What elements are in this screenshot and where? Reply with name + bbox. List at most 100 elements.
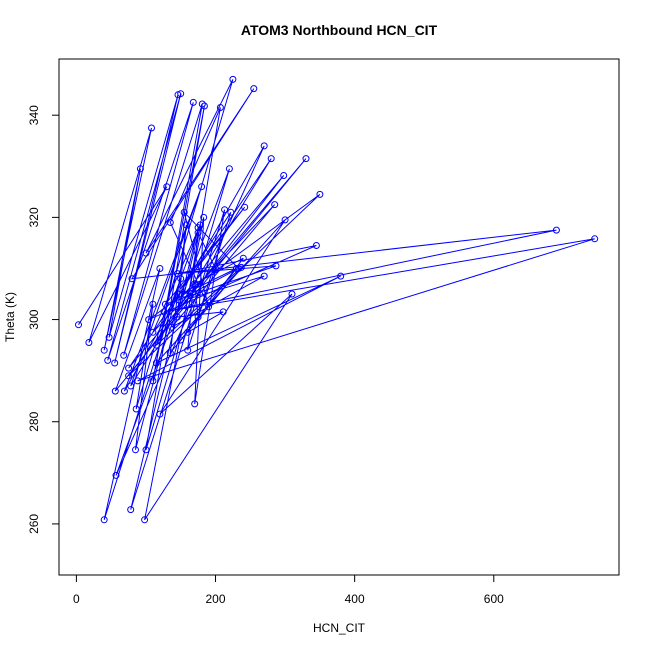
data-point xyxy=(280,172,288,179)
data-point xyxy=(168,323,176,331)
data-point xyxy=(127,382,135,390)
data-point xyxy=(196,221,204,229)
y-tick-label: 320 xyxy=(27,207,41,227)
data-point xyxy=(104,356,112,364)
data-point xyxy=(173,313,181,321)
y-tick-label: 260 xyxy=(27,514,41,534)
data-point xyxy=(134,377,142,385)
data-point xyxy=(239,254,247,262)
data-point xyxy=(136,165,144,173)
data-point xyxy=(75,321,82,329)
data-point xyxy=(160,308,168,316)
data-point xyxy=(161,300,169,308)
data-point xyxy=(125,364,133,372)
data-point xyxy=(260,142,268,150)
data-point xyxy=(177,90,185,98)
data-point xyxy=(145,316,153,324)
data-point xyxy=(191,280,199,288)
x-axis: 0 200 400 600 xyxy=(73,574,504,606)
data-point xyxy=(177,285,185,293)
data-point xyxy=(272,262,280,270)
data-point xyxy=(250,85,258,93)
data-point xyxy=(229,75,237,83)
data-point xyxy=(127,506,135,514)
data-point xyxy=(177,275,185,283)
data-point xyxy=(85,339,93,346)
x-tick-label: 200 xyxy=(206,592,226,606)
data-point xyxy=(312,242,320,249)
data-point xyxy=(180,290,188,298)
data-point xyxy=(225,165,233,173)
data-point xyxy=(221,206,229,214)
data-point xyxy=(194,313,202,321)
data-point xyxy=(191,400,199,408)
x-tick-label: 600 xyxy=(484,592,504,606)
y-tick-label: 300 xyxy=(27,309,41,329)
data-point xyxy=(267,155,275,163)
data-point xyxy=(216,104,224,111)
plot-frame xyxy=(58,58,620,576)
data-point xyxy=(302,155,310,163)
data-point xyxy=(149,377,157,385)
data-point xyxy=(149,328,157,336)
data-point xyxy=(142,249,150,257)
data-point xyxy=(163,183,171,191)
data-point xyxy=(175,296,183,304)
data-point xyxy=(241,203,249,211)
data-point xyxy=(156,265,164,272)
data-point xyxy=(184,346,192,354)
y-axis: 260 280 300 320 340 xyxy=(27,105,60,534)
series-line xyxy=(78,79,595,521)
data-point xyxy=(100,346,108,354)
data-point xyxy=(591,235,599,243)
data-point xyxy=(166,219,174,226)
x-tick-label: 0 xyxy=(73,592,80,606)
data-point xyxy=(120,351,128,359)
data-point xyxy=(182,221,190,229)
data-point xyxy=(219,308,227,316)
data-point xyxy=(337,272,345,280)
data-point xyxy=(141,516,149,524)
data-point xyxy=(128,275,136,283)
data-point xyxy=(120,387,128,395)
y-axis-label: Theta (K) xyxy=(3,292,17,342)
data-point xyxy=(166,349,174,357)
data-point xyxy=(148,124,155,132)
data-point xyxy=(237,263,245,271)
data-point xyxy=(152,359,160,367)
data-point xyxy=(111,387,119,395)
data-point xyxy=(198,183,206,191)
data-series xyxy=(75,75,599,524)
data-point xyxy=(200,213,208,221)
data-point xyxy=(552,226,560,234)
data-point xyxy=(100,516,108,524)
y-tick-label: 340 xyxy=(27,105,41,125)
data-point xyxy=(152,341,160,349)
data-point xyxy=(227,208,235,216)
data-point xyxy=(316,190,324,198)
x-axis-label: HCN_CIT xyxy=(313,621,366,635)
data-point xyxy=(189,98,197,106)
data-point xyxy=(149,300,157,308)
data-point xyxy=(156,410,164,418)
data-point xyxy=(125,372,133,380)
data-point xyxy=(205,303,213,311)
data-point xyxy=(105,333,113,341)
data-point xyxy=(288,290,296,298)
data-point xyxy=(271,201,279,209)
data-point xyxy=(112,471,120,479)
data-point xyxy=(173,270,181,278)
data-point xyxy=(198,100,206,108)
data-point xyxy=(132,446,139,454)
data-point xyxy=(281,216,289,224)
data-point xyxy=(184,328,192,336)
data-point xyxy=(111,359,119,367)
data-point xyxy=(212,265,219,272)
data-point xyxy=(180,208,188,216)
data-point xyxy=(142,446,150,454)
y-tick-label: 280 xyxy=(27,411,41,431)
data-point xyxy=(200,102,208,110)
data-point xyxy=(177,336,185,344)
chart-title: ATOM3 Northbound HCN_CIT xyxy=(241,22,438,38)
